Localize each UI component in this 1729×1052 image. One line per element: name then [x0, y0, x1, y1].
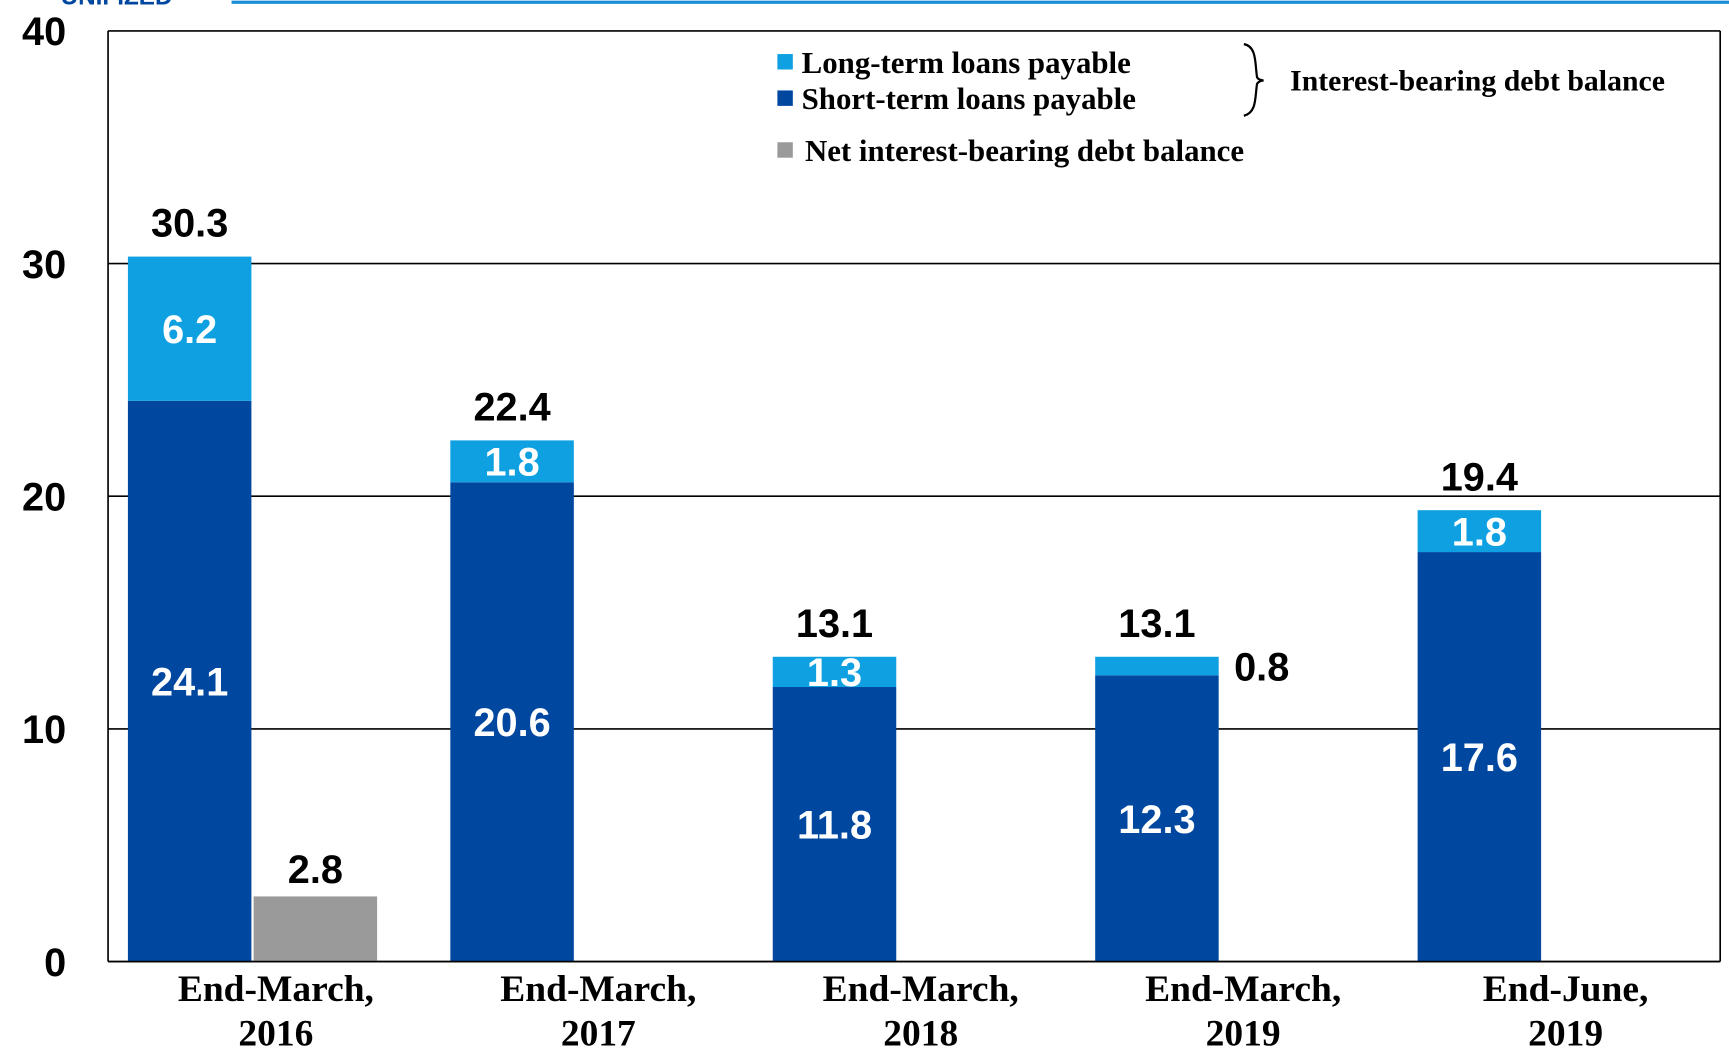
bar-segment — [450, 440, 574, 483]
bar-segment — [450, 482, 574, 962]
value-label: 6.2 — [162, 308, 217, 352]
bar-segment — [127, 256, 252, 401]
bar-segment — [1095, 656, 1219, 676]
value-label: 20.6 — [473, 701, 550, 745]
header-logo: UNIFIZED — [61, 0, 173, 10]
legend-label: Long-term loans payable — [802, 45, 1131, 80]
y-tick-label: 0 — [44, 941, 66, 985]
brace-label: Interest-bearing debt balance — [1290, 64, 1665, 97]
x-tick-label: End-March, — [178, 969, 374, 1010]
legend-swatch — [777, 54, 793, 70]
bar-segment — [127, 400, 252, 962]
total-label: 13.1 — [796, 602, 873, 646]
net-value-label: 2.8 — [288, 848, 343, 892]
value-label: 1.8 — [1452, 510, 1507, 554]
y-tick-label: 40 — [22, 10, 66, 54]
x-tick-label: End-March, — [500, 969, 696, 1010]
x-tick-label: 2019 — [1528, 1013, 1603, 1052]
bar-segment — [1095, 675, 1219, 962]
legend-swatch — [777, 142, 793, 158]
x-tick-label: End-March, — [823, 969, 1019, 1010]
value-label: 11.8 — [797, 804, 872, 848]
total-label: 22.4 — [473, 386, 550, 430]
value-label: 24.1 — [151, 661, 228, 705]
y-tick-label: 30 — [22, 243, 66, 287]
legend-label: Net interest-bearing debt balance — [805, 133, 1244, 168]
bar-segment — [772, 687, 897, 962]
bar-segment — [772, 656, 897, 688]
x-tick-label: 2017 — [561, 1013, 636, 1052]
bar-segment — [1417, 510, 1542, 553]
x-tick-label: 2019 — [1206, 1013, 1281, 1052]
value-label: 0.8 — [1234, 645, 1289, 689]
value-label: 17.6 — [1441, 736, 1518, 780]
y-tick-label: 10 — [22, 708, 66, 752]
x-tick-label: 2016 — [238, 1013, 313, 1052]
x-tick-label: 2018 — [883, 1013, 958, 1052]
x-tick-label: End-March, — [1145, 969, 1341, 1010]
legend-brace — [1243, 43, 1264, 117]
bar-segment — [1417, 552, 1542, 962]
net-bar — [253, 896, 378, 962]
legend-swatch — [777, 90, 793, 106]
x-tick-label: End-June, — [1483, 969, 1649, 1010]
total-label: 13.1 — [1118, 602, 1195, 646]
value-label: 1.8 — [484, 441, 539, 485]
total-label: 19.4 — [1441, 455, 1518, 499]
total-label: 30.3 — [151, 202, 228, 246]
y-tick-label: 20 — [22, 476, 66, 520]
value-label: 1.3 — [807, 651, 862, 695]
value-label: 12.3 — [1118, 798, 1195, 842]
legend-label: Short-term loans payable — [802, 81, 1136, 116]
